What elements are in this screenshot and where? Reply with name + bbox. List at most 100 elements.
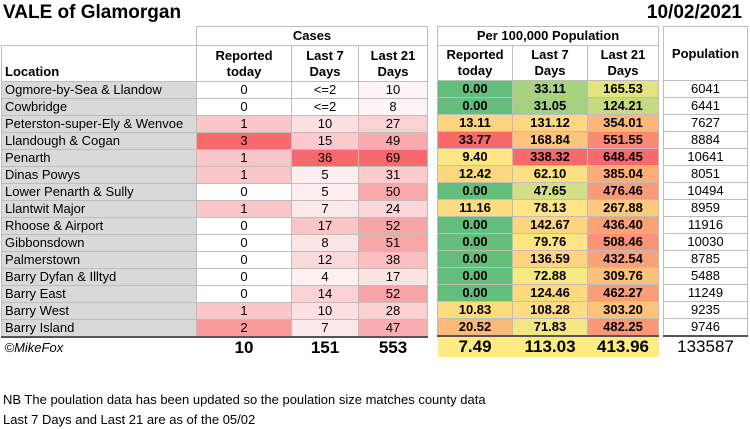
last21-cell: 51: [358, 234, 428, 252]
last21-cell: 38: [358, 251, 428, 269]
population-cell: 10030: [663, 233, 748, 251]
reported-today-cell: 1: [196, 115, 292, 133]
table-row: 10.83 108.28 303.20: [437, 301, 659, 319]
table-row: Barry West 1 10 28: [1, 302, 428, 320]
last21-cell: 10: [358, 81, 428, 99]
per100k-reported-cell: 0.00: [437, 182, 513, 200]
per100k-reported-cell: 11.16: [437, 199, 513, 217]
last21-cell: 27: [358, 115, 428, 133]
population-cell: 10494: [663, 182, 748, 200]
cases-table: Cases Location Reported today Last 7 Days …: [1, 26, 428, 358]
table-row: 6041: [663, 80, 748, 98]
table-row: 0.00 72.88 309.76: [437, 267, 659, 285]
per100k-last7-cell: 31.05: [512, 97, 588, 115]
reported-today-cell: 0: [196, 98, 292, 116]
table-row: 8785: [663, 250, 748, 268]
table-row: Barry East 0 14 52: [1, 285, 428, 303]
note-1: NB The poulation data has been updated s…: [3, 392, 486, 407]
population-header: Population: [663, 26, 748, 81]
per100k-last21-cell: 124.21: [587, 97, 659, 115]
per100k-last21-cell: 267.88: [587, 199, 659, 217]
per100k-reported-cell: 13.11: [437, 114, 513, 132]
location-cell: Barry Dyfan & Illtyd: [1, 268, 197, 286]
table-row: Gibbonsdown 0 8 51: [1, 234, 428, 252]
table-row: 12.42 62.10 385.04: [437, 165, 659, 183]
table-row: Ogmore-by-Sea & Llandow 0 <=2 10: [1, 81, 428, 99]
location-cell: Dinas Powys: [1, 166, 197, 184]
location-cell: Peterston-super-Ely & Wenvoe: [1, 115, 197, 133]
per100k-last21-cell: 303.20: [587, 301, 659, 319]
per100k-last7-cell: 136.59: [512, 250, 588, 268]
last21-header: Last 21 Days: [358, 45, 428, 82]
per100k-table: Per 100,000 Population Reported today Las…: [437, 26, 659, 357]
last7-cell: 15: [291, 132, 359, 150]
table-row: 10494: [663, 182, 748, 200]
table-row: Llantwit Major 1 7 24: [1, 200, 428, 218]
per100k-reported-cell: 33.77: [437, 131, 513, 149]
per100k-last21-cell: 648.45: [587, 148, 659, 166]
per100k-last21-cell: 462.27: [587, 284, 659, 302]
table-row: 8884: [663, 131, 748, 149]
location-cell: Ogmore-by-Sea & Llandow: [1, 81, 197, 99]
total-last7: 151: [291, 336, 359, 358]
header-blank: [1, 26, 197, 46]
reported-today-cell: 0: [196, 285, 292, 303]
last21-cell: 31: [358, 166, 428, 184]
total-per100k-reported: 7.49: [437, 335, 513, 357]
totals-row: ©MikeFox 10 151 553: [1, 336, 428, 358]
table-row: Lower Penarth & Sully 0 5 50: [1, 183, 428, 201]
table-row: 7627: [663, 114, 748, 132]
per100k-last21-cell: 165.53: [587, 80, 659, 98]
table-row: 0.00 31.05 124.21: [437, 97, 659, 115]
table-row: Peterston-super-Ely & Wenvoe 1 10 27: [1, 115, 428, 133]
per100k-last21-cell: 354.01: [587, 114, 659, 132]
population-cell: 7627: [663, 114, 748, 132]
last7-cell: 5: [291, 166, 359, 184]
location-cell: Llantwit Major: [1, 200, 197, 218]
last21-cell: 8: [358, 98, 428, 116]
table-row: 20.52 71.83 482.25: [437, 318, 659, 337]
table-row: 8959: [663, 199, 748, 217]
last7-cell: <=2: [291, 81, 359, 99]
last7-cell: 36: [291, 149, 359, 167]
per100k-reported-cell: 0.00: [437, 250, 513, 268]
per100k-last21-header: Last 21 Days: [587, 45, 659, 81]
total-reported: 10: [196, 336, 292, 358]
reported-today-cell: 1: [196, 166, 292, 184]
last7-cell: 5: [291, 183, 359, 201]
table-row: 9.40 338.32 648.45: [437, 148, 659, 166]
per100k-reported-cell: 0.00: [437, 97, 513, 115]
location-cell: Rhoose & Airport: [1, 217, 197, 235]
location-cell: Palmerstown: [1, 251, 197, 269]
table-row: 13.11 131.12 354.01: [437, 114, 659, 132]
table-row: 10641: [663, 148, 748, 166]
table-row: 9746: [663, 318, 748, 337]
location-cell: Gibbonsdown: [1, 234, 197, 252]
last21-cell: 28: [358, 302, 428, 320]
per100k-last7-cell: 124.46: [512, 284, 588, 302]
note-2: Last 7 Days and Last 21 are as of the 05…: [3, 412, 256, 427]
reported-today-header: Reported today: [196, 45, 292, 82]
per100k-reported-cell: 0.00: [437, 80, 513, 98]
table-row: 11.16 78.13 267.88: [437, 199, 659, 217]
table-row: 0.00 79.76 508.46: [437, 233, 659, 251]
per100k-last21-cell: 508.46: [587, 233, 659, 251]
location-cell: Cowbridge: [1, 98, 197, 116]
location-header: Location: [1, 45, 197, 82]
per100k-last7-header: Last 7 Days: [512, 45, 588, 81]
population-cell: 9746: [663, 318, 748, 337]
totals-row: 7.49 113.03 413.96: [437, 335, 659, 357]
total-per100k-last21: 413.96: [587, 335, 659, 357]
per100k-last21-cell: 309.76: [587, 267, 659, 285]
per100k-last7-cell: 168.84: [512, 131, 588, 149]
table-row: Llandough & Cogan 3 15 49: [1, 132, 428, 150]
per100k-last7-cell: 78.13: [512, 199, 588, 217]
per100k-last21-cell: 432.54: [587, 250, 659, 268]
last7-cell: 7: [291, 319, 359, 338]
population-cell: 8785: [663, 250, 748, 268]
population-cell: 8051: [663, 165, 748, 183]
total-last21: 553: [358, 336, 428, 358]
last7-cell: <=2: [291, 98, 359, 116]
population-cell: 8884: [663, 131, 748, 149]
location-cell: Barry East: [1, 285, 197, 303]
